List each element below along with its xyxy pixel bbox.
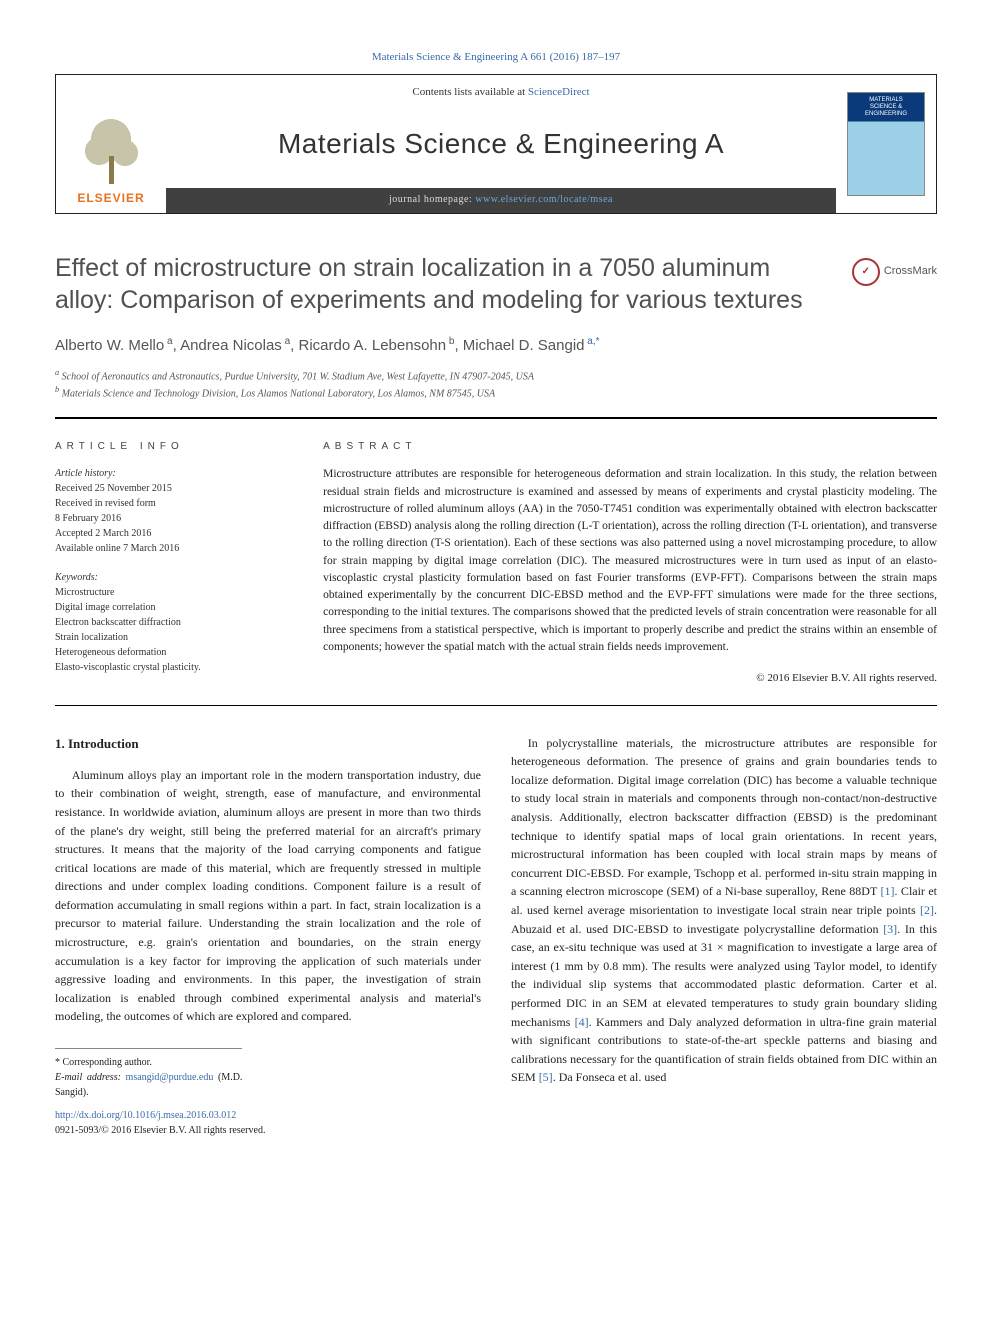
contents-line: Contents lists available at ScienceDirec… xyxy=(166,75,836,101)
history-line: Accepted 2 March 2016 xyxy=(55,526,293,541)
body-paragraph: In polycrystalline materials, the micros… xyxy=(511,734,937,1087)
ref-link[interactable]: [4] xyxy=(575,1015,589,1029)
email-label: E-mail address: xyxy=(55,1072,126,1083)
keyword: Digital image correlation xyxy=(55,600,293,615)
affiliation: a School of Aeronautics and Astronautics… xyxy=(55,367,937,384)
cover-thumb-block xyxy=(836,75,936,213)
author: Michael D. Sangid xyxy=(463,337,585,354)
elsevier-tree-icon xyxy=(81,111,141,186)
email-line: E-mail address: msangid@purdue.edu (M.D.… xyxy=(55,1070,242,1100)
affiliation: b Materials Science and Technology Divis… xyxy=(55,384,937,401)
header-center: Contents lists available at ScienceDirec… xyxy=(166,75,836,213)
info-abstract-row: ARTICLE INFO Article history: Received 2… xyxy=(55,418,937,686)
ref-link[interactable]: [5] xyxy=(539,1070,553,1084)
homepage-prefix: journal homepage: xyxy=(389,194,475,205)
homepage-bar: journal homepage: www.elsevier.com/locat… xyxy=(166,188,836,213)
journal-name: Materials Science & Engineering A xyxy=(166,101,836,189)
keyword: Electron backscatter diffraction xyxy=(55,615,293,630)
history-line: 8 February 2016 xyxy=(55,511,293,526)
affiliation-marker: a,* xyxy=(585,336,600,347)
journal-cover-icon xyxy=(847,92,925,196)
corresponding-marker[interactable]: a,* xyxy=(587,336,599,347)
running-head-link[interactable]: Materials Science & Engineering A 661 (2… xyxy=(372,51,620,63)
email-link[interactable]: msangid@purdue.edu xyxy=(126,1072,214,1083)
crossmark-widget[interactable]: ✓ CrossMark xyxy=(852,258,937,286)
crossmark-label: CrossMark xyxy=(884,264,937,280)
affiliation-marker: a xyxy=(282,336,290,347)
keyword: Microstructure xyxy=(55,585,293,600)
author: Andrea Nicolas xyxy=(180,337,282,354)
body-columns: 1. Introduction Aluminum alloys play an … xyxy=(55,734,937,1138)
history-label: Article history: xyxy=(55,466,293,481)
article-info-heading: ARTICLE INFO xyxy=(55,439,293,454)
author: Ricardo A. Lebensohn xyxy=(298,337,446,354)
running-head: Materials Science & Engineering A 661 (2… xyxy=(55,50,937,66)
crossmark-icon: ✓ xyxy=(852,258,880,286)
abstract-heading: ABSTRACT xyxy=(323,439,937,454)
keywords-label: Keywords: xyxy=(55,570,293,585)
doi-block: http://dx.doi.org/10.1016/j.msea.2016.03… xyxy=(55,1108,481,1138)
history-line: Received in revised form xyxy=(55,496,293,511)
ref-link[interactable]: [1] xyxy=(881,884,895,898)
affiliations-block: a School of Aeronautics and Astronautics… xyxy=(55,367,937,402)
history-line: Available online 7 March 2016 xyxy=(55,541,293,556)
author: Alberto W. Mello xyxy=(55,337,164,354)
sciencedirect-link[interactable]: ScienceDirect xyxy=(528,86,590,98)
corresponding-note: * Corresponding author. xyxy=(55,1055,242,1070)
article-title: Effect of microstructure on strain local… xyxy=(55,252,832,317)
affiliation-marker: a xyxy=(164,336,172,347)
abstract-text: Microstructure attributes are responsibl… xyxy=(323,466,937,656)
publisher-logo-block: ELSEVIER xyxy=(56,75,166,213)
keyword: Strain localization xyxy=(55,630,293,645)
keyword: Elasto-viscoplastic crystal plasticity. xyxy=(55,660,293,675)
keyword: Heterogeneous deformation xyxy=(55,645,293,660)
affiliation-marker: b xyxy=(446,336,454,347)
journal-header-box: ELSEVIER Contents lists available at Sci… xyxy=(55,74,937,214)
issn-copyright: 0921-5093/© 2016 Elsevier B.V. All right… xyxy=(55,1125,265,1136)
ref-link[interactable]: [2] xyxy=(920,903,934,917)
divider xyxy=(55,705,937,706)
abstract-copyright: © 2016 Elsevier B.V. All rights reserved… xyxy=(323,670,937,687)
title-block: Effect of microstructure on strain local… xyxy=(55,252,937,317)
history-line: Received 25 November 2015 xyxy=(55,481,293,496)
article-info-col: ARTICLE INFO Article history: Received 2… xyxy=(55,439,293,686)
section-heading-intro: 1. Introduction xyxy=(55,734,481,754)
body-paragraph: Aluminum alloys play an important role i… xyxy=(55,766,481,1026)
abstract-col: ABSTRACT Microstructure attributes are r… xyxy=(323,439,937,686)
publisher-wordmark: ELSEVIER xyxy=(77,190,144,207)
ref-link[interactable]: [3] xyxy=(883,922,897,936)
doi-link[interactable]: http://dx.doi.org/10.1016/j.msea.2016.03… xyxy=(55,1110,236,1121)
authors-line: Alberto W. Mello a, Andrea Nicolas a, Ri… xyxy=(55,335,937,357)
homepage-link[interactable]: www.elsevier.com/locate/msea xyxy=(475,194,613,205)
footnote-block: * Corresponding author. E-mail address: … xyxy=(55,1048,242,1100)
contents-prefix: Contents lists available at xyxy=(412,86,527,98)
